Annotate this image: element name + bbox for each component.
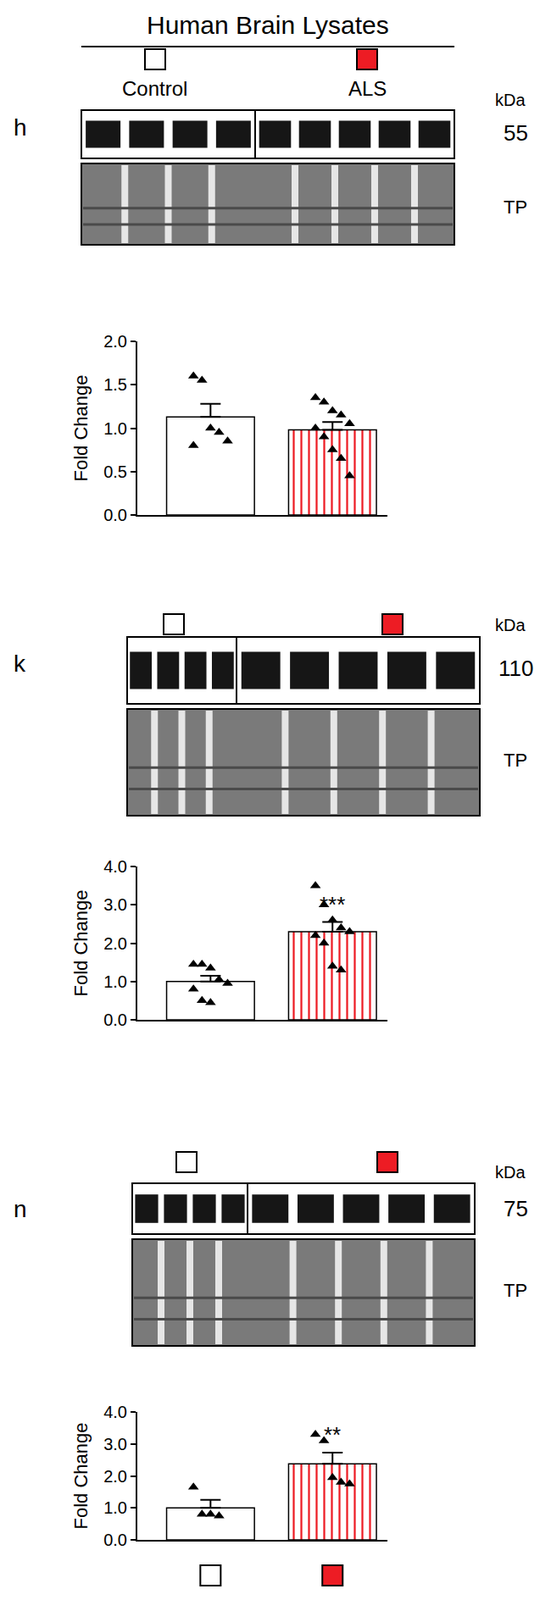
svg-text:0.0: 0.0 (103, 1531, 128, 1551)
svg-text:1.0: 1.0 (103, 973, 128, 992)
svg-text:kDa: kDa (495, 1163, 526, 1183)
svg-text:TP: TP (503, 1280, 528, 1303)
svg-text:0.0: 0.0 (103, 506, 128, 525)
svg-text:3.0: 3.0 (103, 1435, 128, 1455)
svg-text:TP: TP (503, 196, 528, 218)
svg-text:55: 55 (503, 120, 529, 146)
svg-text:kDa: kDa (495, 90, 526, 110)
svg-text:2.0: 2.0 (103, 935, 128, 954)
svg-text:Fold Change: Fold Change (70, 890, 92, 998)
svg-text:3.0: 3.0 (103, 896, 128, 915)
svg-text:1.0: 1.0 (103, 419, 128, 439)
svg-text:kDa: kDa (495, 616, 526, 635)
svg-text:1.0: 1.0 (103, 1499, 128, 1519)
svg-text:***: *** (319, 892, 346, 919)
svg-text:TP: TP (503, 750, 528, 772)
svg-text:Fold Change: Fold Change (70, 375, 92, 483)
svg-text:Control: Control (122, 77, 188, 101)
svg-text:0.0: 0.0 (103, 1011, 128, 1030)
svg-text:Human Brain Lysates: Human Brain Lysates (146, 11, 390, 39)
svg-text:k: k (13, 651, 27, 678)
svg-text:4.0: 4.0 (103, 1403, 128, 1423)
svg-text:h: h (13, 114, 28, 141)
svg-text:ALS: ALS (348, 77, 387, 101)
svg-text:Fold Change: Fold Change (70, 1424, 92, 1531)
svg-text:1.5: 1.5 (103, 375, 128, 395)
svg-text:**: ** (323, 1423, 341, 1449)
svg-text:2.0: 2.0 (103, 332, 128, 351)
svg-text:n: n (13, 1196, 28, 1224)
svg-text:0.5: 0.5 (103, 462, 128, 482)
svg-text:110: 110 (498, 656, 534, 682)
svg-text:2.0: 2.0 (103, 1468, 128, 1487)
svg-text:75: 75 (503, 1196, 529, 1223)
svg-text:4.0: 4.0 (103, 857, 128, 877)
